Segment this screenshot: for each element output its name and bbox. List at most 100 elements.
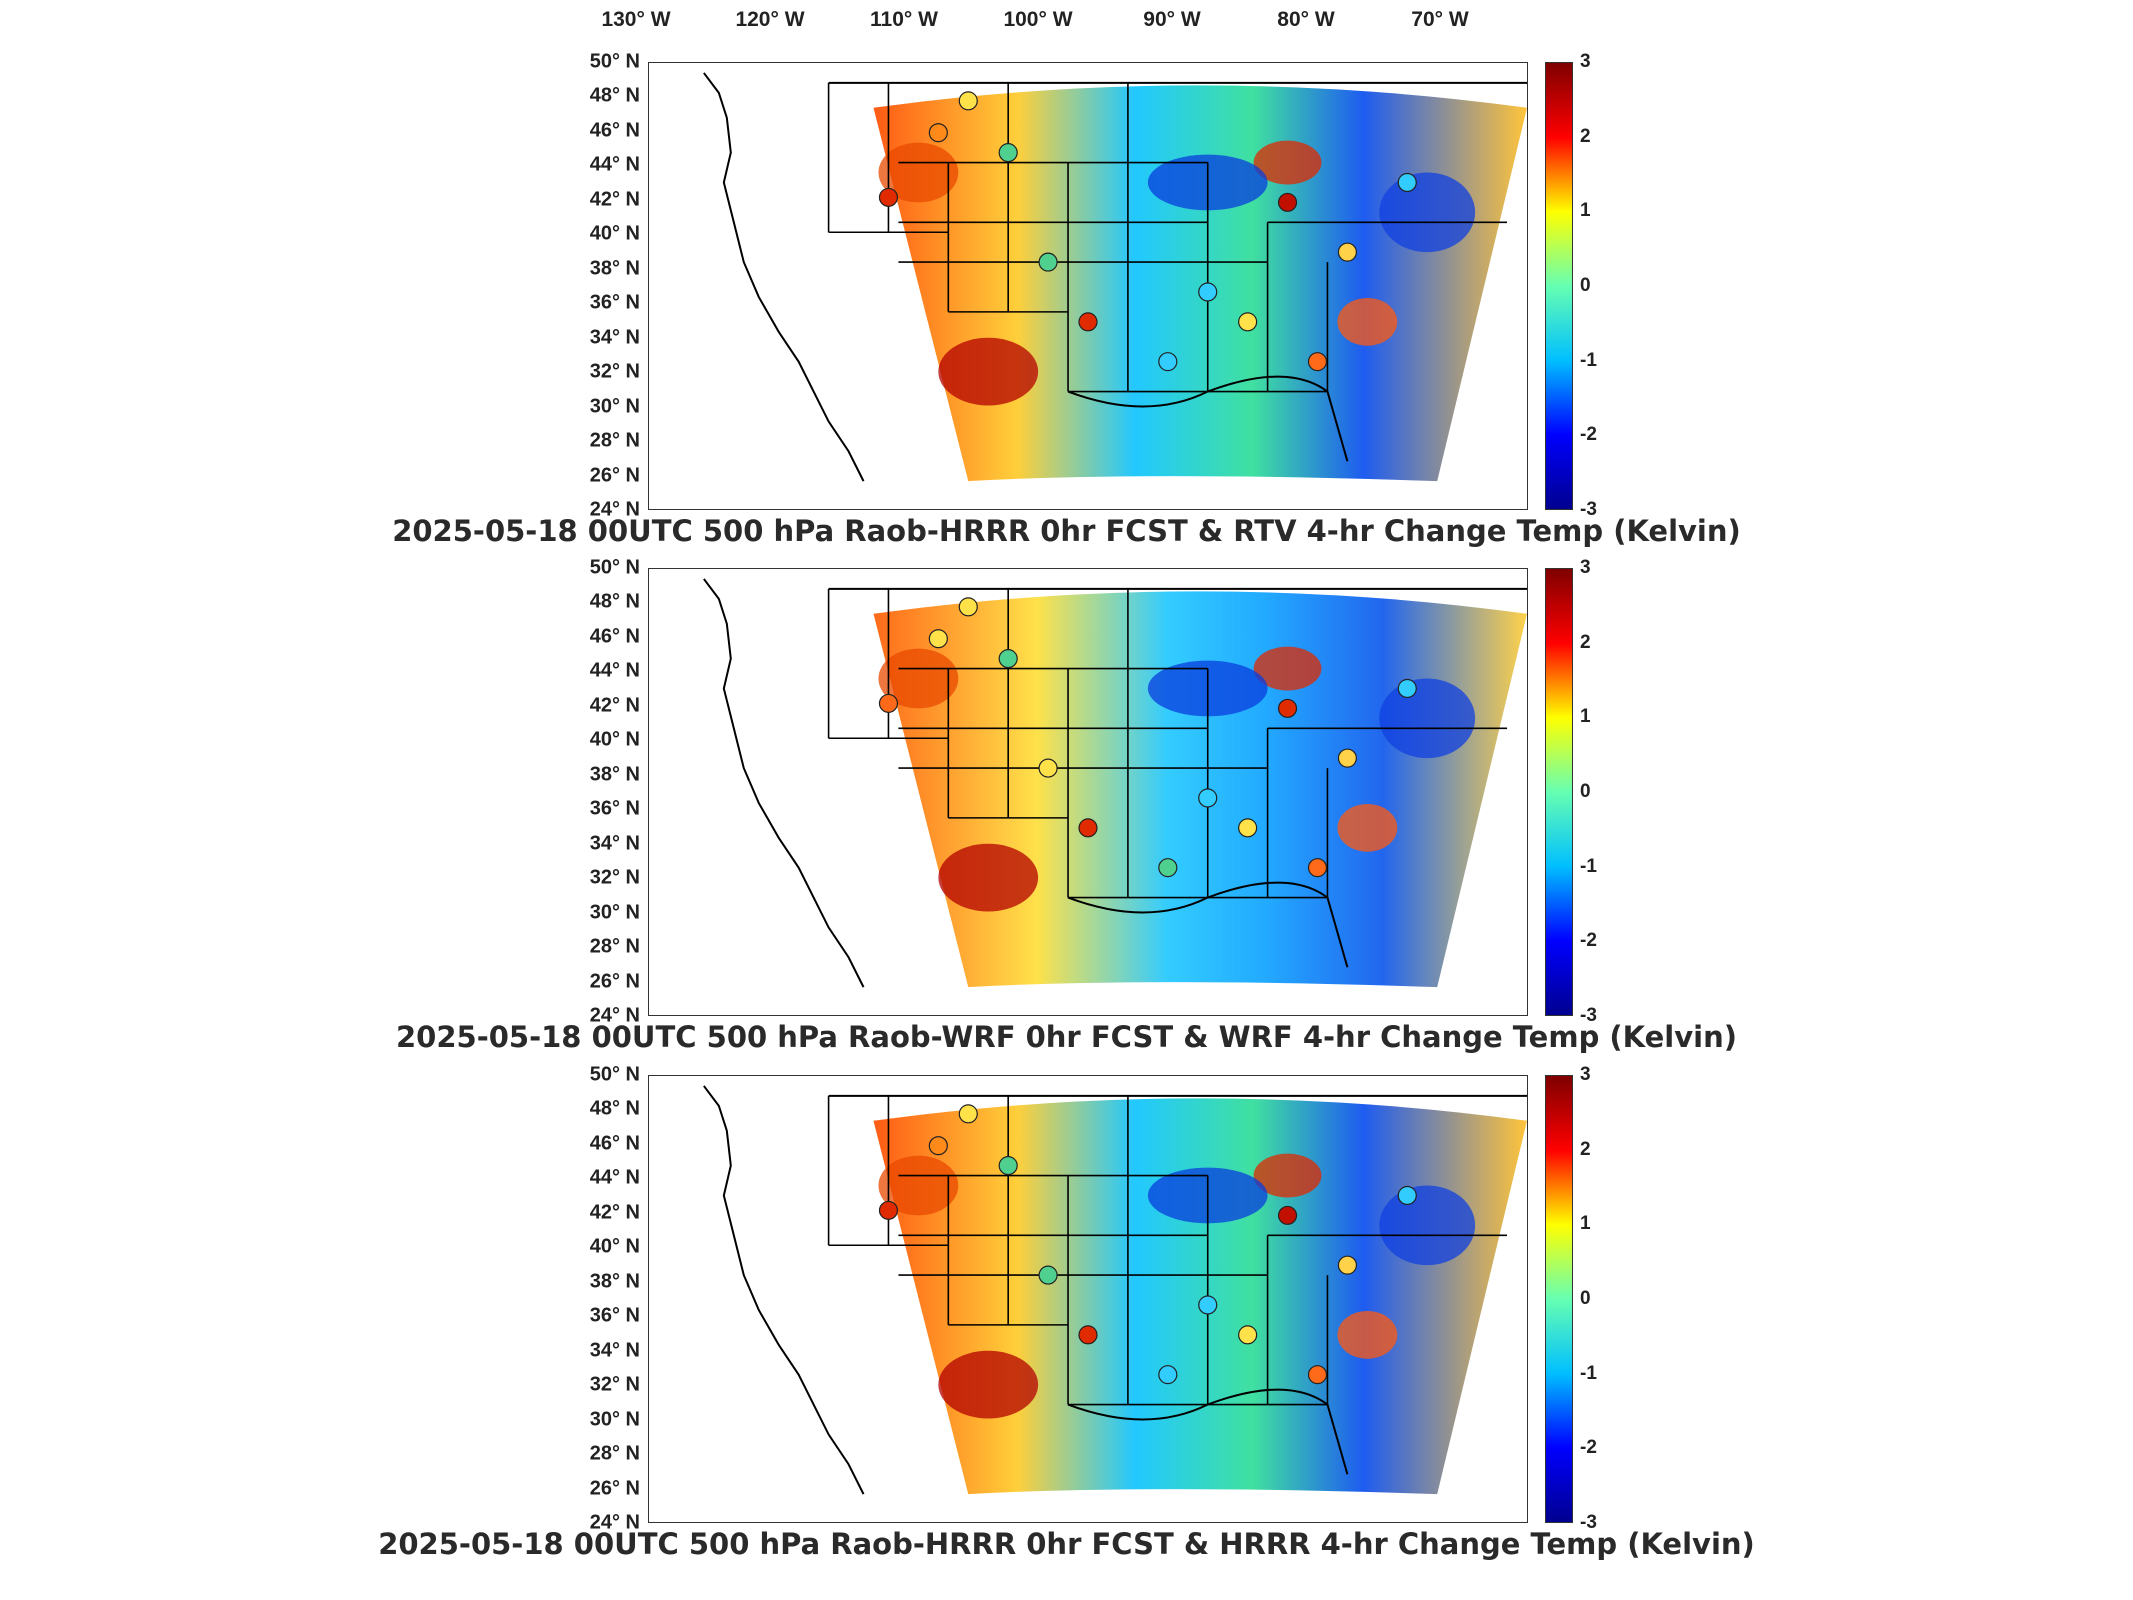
raob-station-marker bbox=[1397, 678, 1417, 699]
map-canvas bbox=[703, 72, 1527, 482]
colorbar-tick: 1 bbox=[1580, 706, 1591, 728]
raob-station-marker bbox=[1277, 698, 1298, 718]
lat-label: 38° N bbox=[589, 1270, 640, 1293]
longitude-axis: 130° W 120° W 110° W 100° W 90° W 80° W … bbox=[0, 0, 2133, 40]
raob-station-marker bbox=[1078, 312, 1098, 332]
lon-label: 100° W bbox=[1003, 8, 1073, 31]
raob-station-marker bbox=[1337, 1255, 1357, 1275]
lat-label: 48° N bbox=[589, 84, 640, 107]
lat-label: 32° N bbox=[589, 866, 640, 889]
raob-station-marker bbox=[928, 629, 948, 649]
colorbar-tick: -1 bbox=[1580, 349, 1597, 371]
lat-label: 48° N bbox=[589, 1097, 640, 1120]
raob-station-marker bbox=[958, 597, 978, 617]
lat-label: 50° N bbox=[589, 50, 640, 73]
colorbar-tick: -1 bbox=[1580, 855, 1597, 877]
lat-label: 28° N bbox=[589, 429, 640, 452]
raob-station-marker bbox=[1198, 282, 1218, 302]
lat-label: 32° N bbox=[589, 1373, 640, 1396]
colorbar-tick: 0 bbox=[1580, 781, 1591, 802]
lat-label: 46° N bbox=[589, 1132, 640, 1155]
lat-label: 30° N bbox=[589, 901, 640, 924]
lat-label: 46° N bbox=[589, 119, 640, 142]
lat-label: 24° N bbox=[589, 498, 640, 521]
lon-label: 90° W bbox=[1143, 8, 1201, 31]
raob-station-marker bbox=[1078, 818, 1098, 838]
lat-label: 38° N bbox=[589, 763, 640, 786]
lat-label: 44° N bbox=[589, 659, 640, 682]
colorbar-tick: -2 bbox=[1580, 930, 1597, 952]
map-canvas bbox=[703, 578, 1527, 988]
colorbar-tick: 0 bbox=[1580, 275, 1591, 296]
colorbar-tick: 2 bbox=[1580, 1138, 1591, 1160]
lat-label: 30° N bbox=[589, 395, 640, 418]
colorbar bbox=[1545, 1075, 1573, 1523]
lat-label: 48° N bbox=[589, 590, 640, 613]
anomaly-region bbox=[1253, 140, 1322, 185]
lon-label: 80° W bbox=[1277, 8, 1335, 31]
lat-label: 32° N bbox=[589, 360, 640, 383]
raob-station-marker bbox=[1337, 748, 1357, 768]
anomaly-region bbox=[938, 1350, 1039, 1419]
panel-title: 2025-05-18 00UTC 500 hPa Raob-HRRR 0hr F… bbox=[378, 1527, 1755, 1561]
raob-station-marker bbox=[1158, 352, 1178, 372]
raob-station-marker bbox=[878, 693, 899, 713]
map-frame bbox=[648, 62, 1528, 510]
lat-label: 40° N bbox=[589, 1235, 640, 1258]
anomaly-region bbox=[878, 142, 959, 203]
colorbar-tick: 3 bbox=[1580, 1064, 1591, 1085]
coastline bbox=[703, 1085, 865, 1495]
lat-label: 44° N bbox=[589, 153, 640, 176]
lat-label: 38° N bbox=[589, 257, 640, 280]
lat-label: 40° N bbox=[589, 222, 640, 245]
raob-station-marker bbox=[1238, 312, 1258, 332]
raob-station-marker bbox=[1198, 1295, 1218, 1315]
coastline bbox=[703, 578, 865, 988]
raob-station-marker bbox=[998, 649, 1018, 669]
colorbar-tick: -2 bbox=[1580, 424, 1597, 446]
lon-label: 70° W bbox=[1411, 8, 1469, 31]
raob-station-marker bbox=[1158, 1365, 1178, 1385]
colorbar-tick: -1 bbox=[1580, 1362, 1597, 1384]
colorbar-tick: 1 bbox=[1580, 1213, 1591, 1235]
colorbar-tick: 0 bbox=[1580, 1288, 1591, 1309]
lat-label: 42° N bbox=[589, 1201, 640, 1224]
colorbar-tick: 1 bbox=[1580, 200, 1591, 222]
colorbar-tick: 2 bbox=[1580, 125, 1591, 147]
lon-label: 110° W bbox=[870, 8, 938, 31]
panel-title: 2025-05-18 00UTC 500 hPa Raob-HRRR 0hr F… bbox=[392, 514, 1741, 548]
coastline bbox=[703, 72, 865, 482]
raob-station-marker bbox=[998, 1156, 1018, 1176]
raob-station-marker bbox=[878, 187, 899, 207]
raob-station-marker bbox=[1238, 1325, 1258, 1345]
raob-station-marker bbox=[1337, 242, 1357, 262]
colorbar-tick: 3 bbox=[1580, 51, 1591, 72]
raob-station-marker bbox=[958, 1104, 978, 1124]
colorbar-tick: -2 bbox=[1580, 1437, 1597, 1459]
lat-label: 50° N bbox=[589, 556, 640, 579]
anomaly-region bbox=[1253, 646, 1322, 691]
raob-station-marker bbox=[1307, 352, 1328, 372]
raob-station-marker bbox=[1397, 1185, 1417, 1206]
anomaly-region bbox=[938, 337, 1039, 406]
lat-label: 42° N bbox=[589, 694, 640, 717]
raob-station-marker bbox=[1397, 172, 1417, 193]
raob-station-marker bbox=[1277, 1205, 1298, 1225]
raob-station-marker bbox=[1038, 252, 1058, 272]
raob-station-marker bbox=[1078, 1325, 1098, 1345]
temperature-field bbox=[873, 85, 1527, 482]
lat-label: 26° N bbox=[589, 464, 640, 487]
lat-label: 50° N bbox=[589, 1063, 640, 1086]
raob-station-marker bbox=[1038, 1265, 1058, 1285]
lat-label: 24° N bbox=[589, 1511, 640, 1534]
raob-station-marker bbox=[1238, 818, 1258, 838]
lat-label: 46° N bbox=[589, 625, 640, 648]
anomaly-region bbox=[1337, 803, 1398, 852]
lat-label: 36° N bbox=[589, 797, 640, 820]
lat-label: 40° N bbox=[589, 728, 640, 751]
lat-label: 26° N bbox=[589, 1477, 640, 1500]
lat-label: 36° N bbox=[589, 1304, 640, 1327]
lat-label: 44° N bbox=[589, 1166, 640, 1189]
anomaly-region bbox=[1337, 297, 1398, 346]
